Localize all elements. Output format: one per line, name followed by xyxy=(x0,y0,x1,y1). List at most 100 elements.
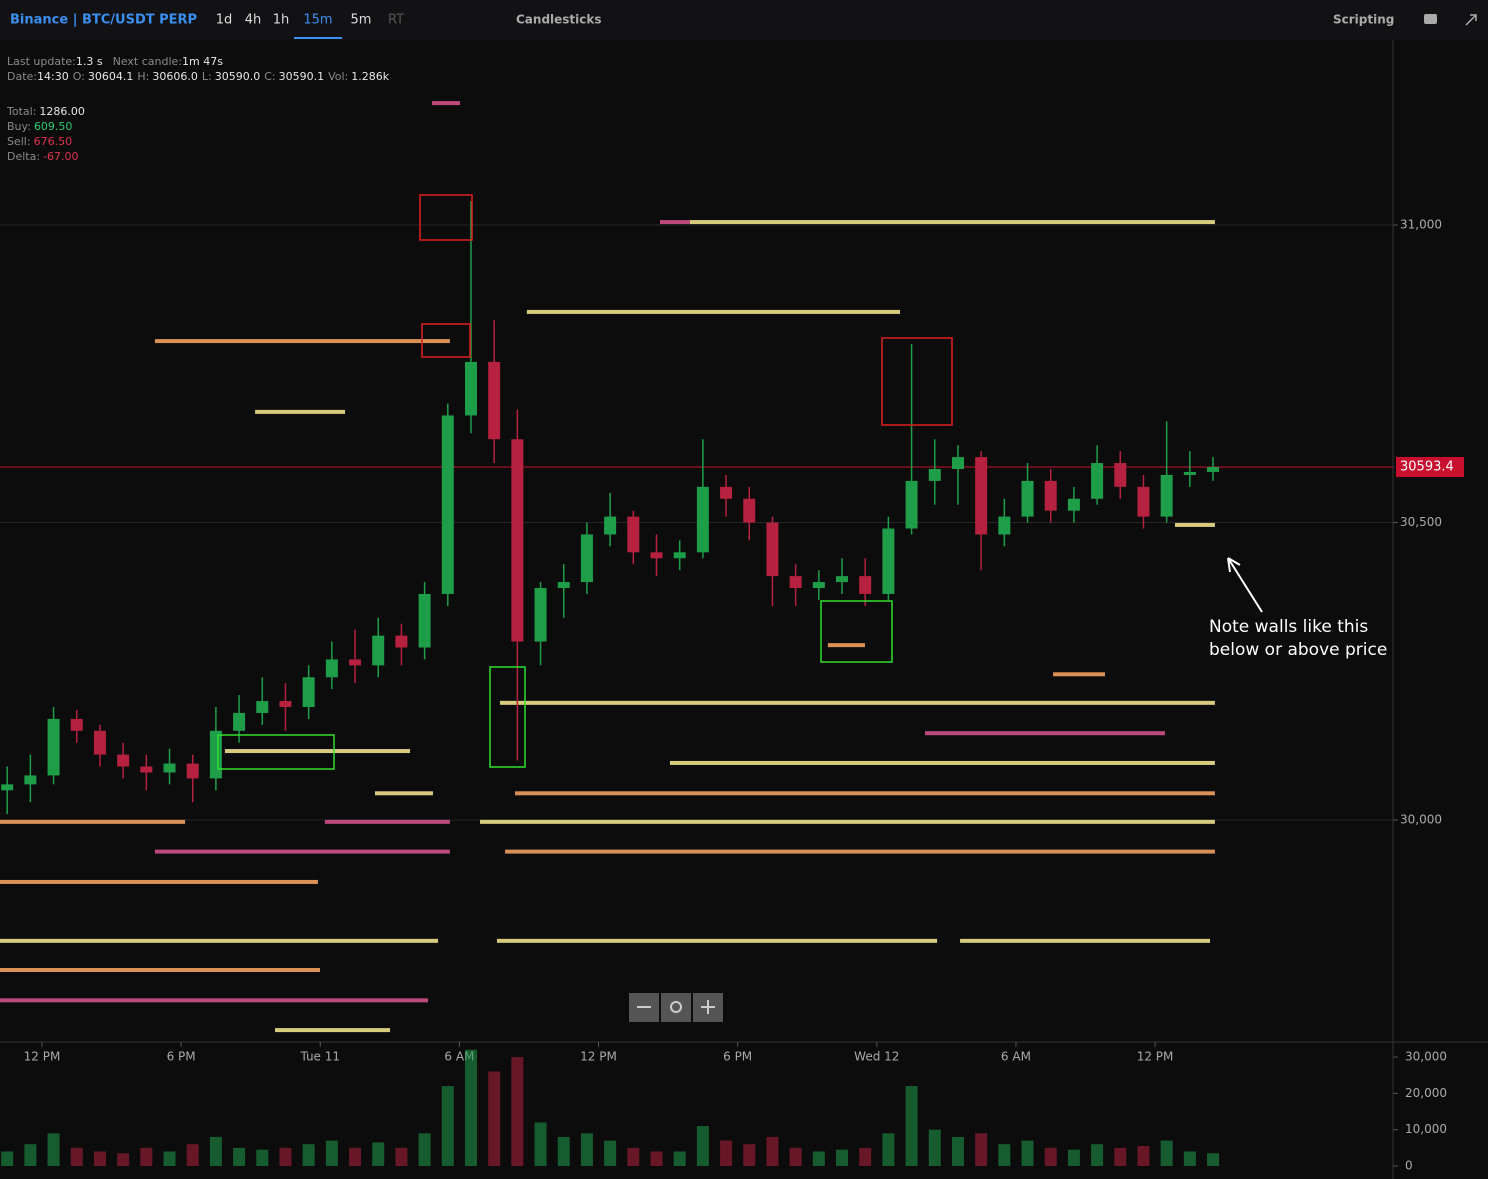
liquidity-wall xyxy=(0,879,318,884)
volume-bar xyxy=(1137,1146,1150,1166)
value: -67.00 xyxy=(43,150,78,163)
red-box xyxy=(421,323,471,358)
liquidity-wall xyxy=(374,791,433,796)
liquidity-wall xyxy=(659,220,690,225)
candle-body xyxy=(418,593,431,648)
candle-body xyxy=(511,439,524,642)
candle-body xyxy=(1183,471,1196,475)
plot: 30,000 30,500 31,000 12 PM 6 PM Tue 11 6 AM 12 … xyxy=(0,101,1464,1173)
value: 30604.1 xyxy=(88,70,134,83)
x-tick-label: 6 PM xyxy=(167,1050,196,1064)
timeframe[interactable]: 5m xyxy=(351,13,372,28)
x-tick-label: Wed 12 xyxy=(854,1050,899,1064)
volume-bar xyxy=(859,1147,872,1166)
candle-body xyxy=(47,718,60,776)
reset[interactable] xyxy=(661,993,691,1022)
volume-bar xyxy=(743,1144,756,1166)
candle-body xyxy=(1,784,14,791)
timeframe[interactable]: 1d xyxy=(216,13,233,28)
liquidity-wall xyxy=(1053,672,1105,677)
scripting[interactable]: Scripting xyxy=(1333,13,1394,27)
label: Total: xyxy=(6,105,36,118)
timeframe[interactable]: 4h xyxy=(245,13,262,28)
candle-body xyxy=(395,635,408,648)
label: Last update: xyxy=(7,55,76,68)
volume-bar xyxy=(789,1147,802,1166)
info-line: Sell: 676.50 xyxy=(7,135,72,148)
brand[interactable]: Binance | BTC/USDT PERP xyxy=(10,13,197,28)
price-tag-label: 30593.4 xyxy=(1400,459,1454,474)
label: Date: xyxy=(7,70,37,83)
value: 609.50 xyxy=(34,120,73,133)
volume-bar xyxy=(975,1133,988,1166)
timeframe[interactable]: 15m xyxy=(303,13,332,28)
toolbar xyxy=(0,0,1488,40)
candle-body xyxy=(140,766,153,773)
expand-icon[interactable] xyxy=(1465,14,1477,26)
candle-body xyxy=(720,486,733,499)
volume-bar xyxy=(534,1122,547,1166)
candle-body xyxy=(882,528,895,594)
y-tick-label: 0 xyxy=(1405,1159,1413,1173)
y-tick-label: 30,500 xyxy=(1400,515,1442,529)
candle-body xyxy=(1091,463,1104,499)
candle-body xyxy=(163,763,176,773)
volume-bar xyxy=(1067,1149,1080,1166)
y-tick-label: 20,000 xyxy=(1405,1086,1447,1100)
candle-body xyxy=(233,712,246,731)
candle-body xyxy=(70,718,83,731)
value: 676.50 xyxy=(34,135,73,148)
info-line: Last update:1.3 s Next candle:1m 47s xyxy=(7,55,223,68)
timeframe[interactable]: RT xyxy=(388,13,404,28)
volume-bar xyxy=(928,1129,941,1166)
value: 30606.0 xyxy=(152,70,198,83)
timeframe[interactable]: 1h xyxy=(273,13,290,28)
volume-bar xyxy=(395,1147,408,1166)
x-tick-label: Tue 11 xyxy=(299,1050,340,1064)
chart-style[interactable]: Candlesticks xyxy=(516,13,602,27)
liquidity-wall xyxy=(1175,522,1215,527)
volume-bar xyxy=(1114,1147,1127,1166)
liquidity-wall xyxy=(689,220,1215,225)
candle-body xyxy=(24,775,37,785)
volume-bar xyxy=(233,1147,246,1166)
volume-bar xyxy=(372,1142,385,1166)
camera-icon[interactable] xyxy=(1424,14,1437,24)
volume-bar xyxy=(418,1133,431,1166)
value: 1m 47s xyxy=(182,55,223,68)
volume-bar xyxy=(140,1147,153,1166)
candle-body xyxy=(859,576,872,594)
volume-bar xyxy=(464,1049,477,1166)
candle-body xyxy=(1160,474,1173,517)
volume-bar xyxy=(580,1133,593,1166)
candle-body xyxy=(186,763,199,779)
volume-bar xyxy=(604,1140,617,1166)
red-box xyxy=(419,194,473,241)
value: 30590.1 xyxy=(279,70,325,83)
x-tick-label: 12 PM xyxy=(1137,1050,1174,1064)
volume-bar xyxy=(209,1136,222,1166)
value: 1.3 s xyxy=(76,55,103,68)
candle-body xyxy=(209,730,222,779)
candle-body xyxy=(998,516,1011,535)
info-panel: Last update:1.3 s Next candle:1m 47s Date… xyxy=(6,55,390,163)
volume-bar xyxy=(325,1140,338,1166)
candle-body xyxy=(951,457,964,470)
volume-bar xyxy=(905,1086,918,1166)
info-line: Buy: 609.50 xyxy=(7,120,72,133)
volume-bar xyxy=(24,1144,37,1166)
candle-body xyxy=(812,582,825,589)
value: 30590.0 xyxy=(215,70,261,83)
volume-bar xyxy=(349,1147,362,1166)
liquidity-wall xyxy=(154,849,450,854)
liquidity-wall xyxy=(827,643,865,648)
candle-body xyxy=(325,659,338,678)
volume-bar xyxy=(93,1151,106,1166)
annotation: Note walls like this xyxy=(1209,617,1368,637)
label: Next candle: xyxy=(113,55,182,68)
candle-body xyxy=(905,480,918,529)
candle-body xyxy=(743,498,756,523)
volume-bar xyxy=(1207,1153,1220,1166)
